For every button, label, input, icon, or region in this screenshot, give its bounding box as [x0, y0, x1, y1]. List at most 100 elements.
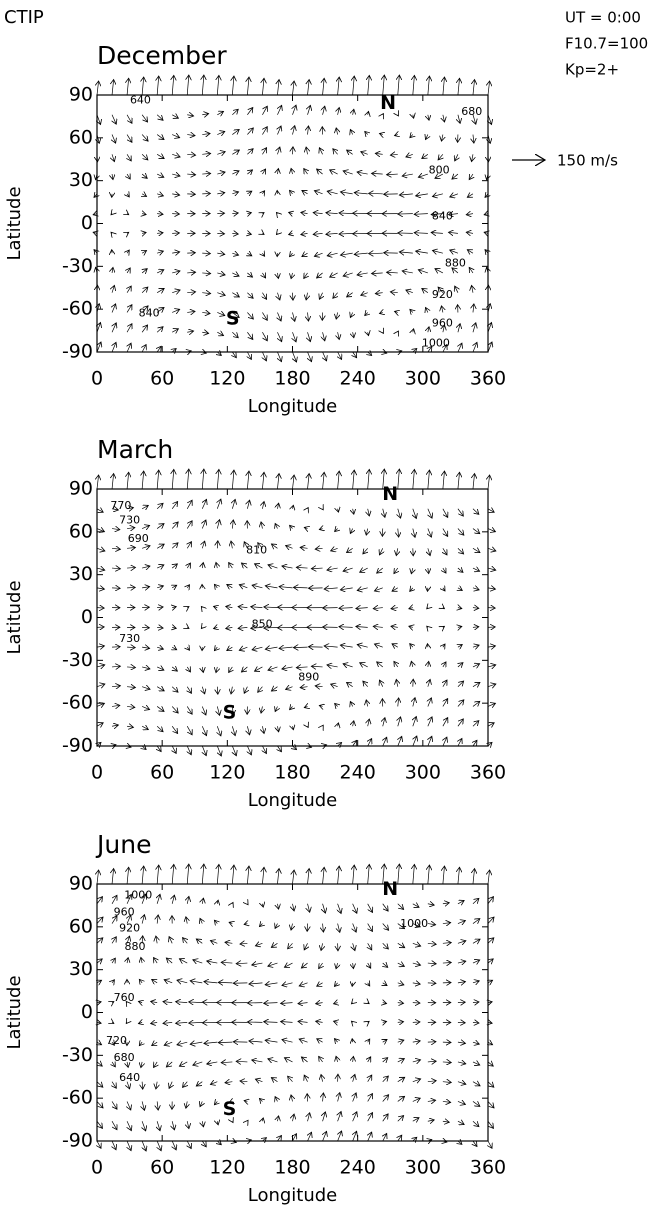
wind-arrow — [282, 566, 293, 568]
wind-arrow — [244, 924, 247, 925]
wind-arrow — [172, 745, 176, 753]
wind-arrow — [397, 1116, 404, 1122]
wind-arrow — [487, 1081, 494, 1088]
wind-arrow — [338, 1112, 341, 1122]
wind-arrow — [432, 194, 443, 197]
wind-arrow — [353, 923, 357, 933]
wind-arrow — [141, 287, 148, 293]
wind-arrow — [247, 191, 251, 194]
wind-arrow — [338, 903, 341, 914]
wind-arrow — [431, 232, 443, 233]
wind-arrow — [387, 174, 398, 175]
wind-arrow — [186, 1101, 187, 1108]
wind-arrow — [443, 644, 445, 647]
y-tick-label: -30 — [62, 1044, 93, 1066]
wind-arrow — [390, 292, 398, 293]
wind-arrow — [338, 332, 340, 339]
wind-arrow — [343, 664, 353, 667]
wind-arrow — [97, 1042, 102, 1045]
wind-arrow — [382, 1076, 389, 1082]
wind-arrow — [196, 1082, 203, 1086]
wind-arrow — [156, 154, 164, 158]
wind-arrow — [142, 587, 150, 588]
wind-arrow — [472, 285, 473, 293]
wind-arrow — [488, 81, 490, 96]
wind-arrow — [452, 174, 459, 179]
wind-arrow — [154, 958, 158, 964]
wind-arrow — [126, 1022, 127, 1023]
wind-arrow — [306, 292, 307, 300]
wind-arrow — [301, 963, 308, 968]
wind-arrow — [157, 1101, 158, 1110]
wind-arrow — [268, 565, 278, 568]
wind-arrow — [154, 1062, 158, 1068]
wind-arrow — [457, 1101, 466, 1104]
wind-arrow — [443, 866, 445, 885]
wind-arrow — [142, 1140, 146, 1151]
wind-arrow — [111, 895, 117, 904]
wind-arrow — [286, 546, 293, 549]
wind-arrow — [442, 1062, 451, 1063]
wind-arrow — [172, 290, 180, 293]
wind-arrow — [406, 290, 413, 293]
wind-arrow — [138, 1022, 142, 1023]
wind-arrow — [202, 898, 203, 904]
wind-arrow — [473, 342, 477, 353]
wind-arrow — [472, 568, 480, 571]
wind-arrow — [141, 957, 142, 964]
wind-arrow — [353, 332, 354, 338]
wind-arrow — [319, 963, 323, 968]
y-tick-label: 0 — [81, 1001, 93, 1023]
wind-arrow — [232, 351, 236, 358]
wind-arrow — [293, 332, 297, 342]
wind-arrow — [171, 543, 178, 549]
wind-arrow — [141, 1061, 142, 1068]
wind-arrow — [467, 250, 474, 253]
wind-arrow — [390, 154, 398, 155]
wind-arrow — [353, 351, 357, 358]
wind-arrow — [351, 1003, 352, 1004]
wind-arrow — [426, 307, 428, 312]
wind-arrow — [141, 306, 148, 313]
wind-arrow — [111, 214, 112, 215]
y-tick-label: -60 — [62, 298, 93, 320]
wind-arrow — [450, 194, 459, 197]
wind-arrow — [379, 133, 382, 134]
wind-arrow — [186, 726, 192, 735]
wind-arrow — [317, 983, 323, 986]
wind-arrow — [353, 903, 357, 913]
wind-arrow — [316, 1021, 323, 1022]
wind-arrow — [112, 869, 114, 885]
wind-arrow — [473, 80, 475, 96]
wind-arrow — [142, 915, 144, 924]
wind-arrow — [172, 469, 174, 490]
contour-label: 840 — [432, 209, 453, 222]
wind-arrow — [379, 548, 382, 555]
wind-arrow — [368, 469, 370, 490]
wind-arrow — [353, 740, 357, 747]
wind-arrow — [232, 470, 234, 490]
wind-arrow — [217, 1121, 218, 1125]
wind-arrow — [442, 508, 448, 518]
wind-arrow — [397, 1040, 404, 1042]
wind-arrow — [217, 686, 218, 694]
contour-label: 800 — [429, 164, 450, 177]
x-axis-label: Longitude — [248, 396, 338, 417]
wind-arrow — [142, 77, 144, 96]
wind-arrow — [304, 706, 307, 707]
y-tick-label: 60 — [69, 126, 93, 148]
wind-arrow — [277, 474, 279, 490]
wind-arrow — [202, 745, 206, 756]
wind-arrow — [375, 293, 383, 294]
y-tick-label: -60 — [62, 1087, 93, 1109]
wind-arrow — [427, 924, 436, 925]
wind-arrow — [353, 943, 355, 950]
wind-arrow — [171, 726, 177, 733]
wind-arrow — [338, 77, 340, 96]
wind-arrow — [112, 267, 113, 273]
wind-arrow — [127, 305, 132, 313]
wind-arrow — [484, 214, 488, 215]
wind-arrow — [251, 627, 263, 628]
wind-arrow — [293, 1114, 295, 1122]
wind-arrow — [466, 232, 474, 233]
